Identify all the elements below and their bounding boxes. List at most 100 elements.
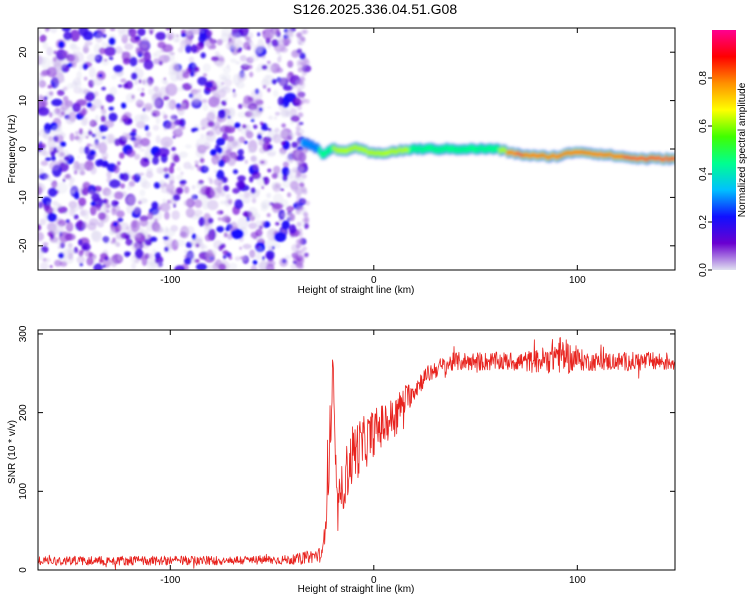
- noise-blob: [154, 252, 161, 259]
- noise-blob: [281, 220, 290, 230]
- noise-blob: [299, 100, 305, 106]
- noise-blob: [271, 39, 279, 47]
- noise-blob: [210, 187, 221, 199]
- noise-blob: [204, 233, 212, 242]
- noise-blob: [184, 249, 189, 255]
- tone-track-segment: [367, 150, 371, 156]
- noise-blob: [139, 217, 149, 227]
- noise-blob: [62, 50, 69, 58]
- noise-blob: [268, 245, 275, 252]
- noise-blob: [299, 177, 305, 184]
- tone-track-segment: [335, 147, 339, 153]
- noise-blob: [204, 38, 215, 48]
- tone-track-segment: [635, 157, 639, 161]
- noise-blob: [130, 136, 137, 141]
- noise-blob: [245, 108, 258, 119]
- spectrogram-x-tick-label: 100: [569, 275, 586, 286]
- noise-blob: [86, 256, 94, 266]
- noise-blob: [53, 50, 57, 55]
- noise-blob: [66, 83, 73, 89]
- noise-blob: [125, 238, 133, 246]
- noise-blob: [76, 99, 87, 107]
- noise-blob: [81, 221, 88, 229]
- noise-blob: [200, 127, 206, 130]
- noise-blob: [265, 263, 275, 270]
- noise-blob: [277, 96, 284, 106]
- noise-blob: [76, 70, 82, 81]
- snr-series-line: [38, 337, 675, 570]
- noise-blob: [188, 165, 195, 171]
- tone-track-segment: [327, 146, 332, 154]
- noise-blob: [90, 201, 96, 207]
- noise-blob: [241, 124, 247, 129]
- noise-blob: [266, 192, 272, 199]
- tone-track-segment: [579, 150, 583, 155]
- noise-blob: [251, 171, 261, 180]
- noise-blob: [181, 83, 193, 91]
- tone-track-segment: [479, 144, 483, 152]
- tone-track-segment: [621, 154, 625, 159]
- noise-blob: [266, 213, 271, 218]
- noise-blob: [242, 255, 248, 262]
- noise-blob: [38, 29, 42, 36]
- noise-blob: [117, 254, 124, 261]
- noise-blob: [48, 178, 53, 182]
- noise-blob: [98, 212, 106, 221]
- noise-blob: [84, 40, 93, 46]
- noise-blob: [85, 91, 96, 102]
- noise-blob: [96, 28, 106, 36]
- noise-blob: [237, 148, 244, 156]
- tone-track-segment: [447, 145, 451, 153]
- tone-track-segment: [647, 156, 652, 160]
- noise-blob: [94, 56, 99, 60]
- tone-track-segment: [347, 146, 351, 153]
- noise-blob: [51, 155, 56, 162]
- noise-blob: [112, 237, 116, 243]
- noise-blob: [288, 224, 297, 234]
- noise-blob: [231, 228, 244, 240]
- noise-blob: [268, 128, 272, 132]
- tone-track-segment: [415, 146, 420, 154]
- noise-blob: [295, 206, 301, 212]
- noise-blob: [100, 162, 110, 168]
- tone-track-segment: [569, 151, 574, 156]
- noise-blob: [38, 183, 46, 194]
- noise-blob: [66, 221, 74, 232]
- noise-blob: [217, 109, 226, 119]
- noise-blob: [205, 81, 213, 89]
- noise-blob: [192, 127, 199, 132]
- noise-blob: [58, 41, 65, 49]
- tone-track-segment: [354, 144, 359, 150]
- tone-track-segment: [423, 145, 427, 153]
- noise-blob: [81, 242, 91, 251]
- noise-blob: [108, 56, 114, 61]
- noise-blob: [126, 231, 132, 235]
- noise-blob: [298, 41, 302, 45]
- noise-blob: [275, 221, 280, 226]
- tone-track-segment: [511, 150, 515, 155]
- noise-blob: [127, 195, 137, 205]
- noise-blob: [286, 205, 294, 212]
- tone-track-segment: [359, 146, 364, 152]
- noise-blob: [47, 138, 56, 150]
- tone-track-segment: [386, 150, 390, 156]
- noise-blob: [271, 181, 276, 189]
- noise-blob: [86, 143, 92, 147]
- noise-blob: [138, 79, 142, 84]
- noise-blob: [279, 257, 289, 267]
- noise-blob: [164, 173, 170, 179]
- noise-blob: [216, 39, 223, 46]
- noise-blob: [38, 249, 44, 261]
- noise-blob: [115, 231, 122, 240]
- noise-blob: [139, 172, 145, 176]
- noise-blob: [198, 179, 204, 185]
- noise-blob: [63, 255, 75, 264]
- noise-blob: [235, 181, 245, 189]
- noise-blob: [205, 251, 216, 261]
- noise-blob: [284, 254, 291, 260]
- noise-blob: [89, 120, 94, 125]
- tone-track-segment: [440, 145, 444, 153]
- noise-blob: [218, 263, 227, 270]
- noise-blob: [38, 168, 45, 176]
